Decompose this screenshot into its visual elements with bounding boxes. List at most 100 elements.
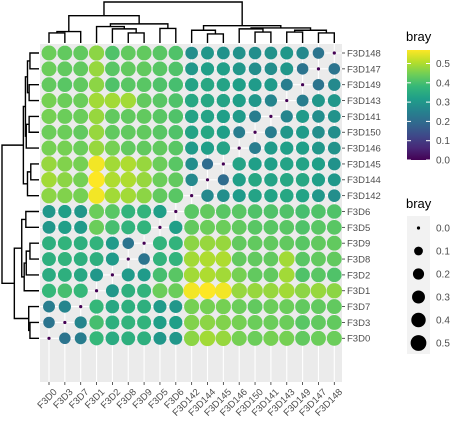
cell-F3D147-F3D2 (105, 61, 120, 77)
cell-F3D3-F3D143 (279, 314, 295, 330)
cell-F3D145-F3D149 (295, 157, 310, 171)
cell-F3D142-F3D8 (120, 187, 137, 204)
cell-F3D145-F3D3 (57, 156, 73, 172)
cell-F3D145-F3D5 (152, 156, 168, 172)
cell-F3D3-F3D2 (105, 315, 120, 330)
cell-F3D1-F3D2 (105, 284, 119, 298)
cell-F3D6-F3D144 (200, 204, 215, 219)
cell-F3D9-F3D149 (295, 235, 310, 251)
cell-F3D2-F3D9 (137, 268, 151, 282)
dendrogram-branch (254, 31, 272, 43)
cell-F3D1-F3D5 (152, 283, 168, 299)
cell-F3D1-F3D3 (57, 283, 73, 298)
cell-F3D150-F3D141 (264, 126, 277, 139)
color-legend: bray 0.0 0.1 0.2 0.3 0.4 0.5 (406, 29, 450, 167)
cell-F3D3-F3D3 (63, 320, 67, 325)
size-legend-key (414, 246, 423, 256)
size-legend: bray 0.0 0.1 0.2 0.3 0.4 0.5 (406, 196, 450, 354)
cell-F3D6-F3D146 (231, 204, 247, 219)
cell-F3D5-F3D145 (215, 219, 231, 235)
cell-F3D142-F3D142 (190, 194, 194, 198)
color-legend-label: 0.4 (436, 78, 450, 89)
cell-F3D144-F3D144 (205, 178, 210, 182)
cell-F3D0-F3D144 (199, 330, 216, 347)
cell-F3D145-F3D1 (88, 155, 105, 173)
dendrogram-branch (28, 115, 39, 133)
cell-F3D0-F3D145 (215, 330, 232, 347)
cell-F3D142-F3D145 (217, 189, 230, 202)
cell-F3D142-F3D146 (232, 189, 246, 203)
cell-F3D149-F3D147 (312, 78, 325, 91)
cell-F3D6-F3D7 (74, 205, 88, 218)
size-legend-label: 0.2 (436, 270, 450, 281)
cell-F3D148-F3D0 (41, 45, 57, 61)
cell-F3D148-F3D148 (332, 51, 336, 55)
cell-F3D8-F3D145 (215, 251, 232, 267)
y-tick-label: F3D0 (347, 334, 370, 345)
cell-F3D147-F3D147 (316, 67, 321, 71)
cell-F3D145-F3D145 (221, 162, 225, 166)
cell-F3D9-F3D142 (183, 235, 200, 251)
cell-F3D145-F3D143 (280, 157, 294, 171)
size-legend-title: bray (406, 196, 432, 211)
cell-F3D148-F3D5 (152, 45, 168, 61)
cell-F3D150-F3D8 (120, 124, 136, 140)
cell-F3D1-F3D9 (137, 283, 152, 298)
y-tick-labels: F3D148 F3D147 F3D149 F3D143 F3D141 F3D150 F3D1… (342, 48, 381, 345)
cell-F3D148-F3D150 (248, 46, 262, 60)
cell-F3D143-F3D141 (264, 94, 278, 107)
cell-F3D141-F3D145 (216, 109, 230, 124)
cell-F3D8-F3D9 (138, 253, 150, 265)
cell-F3D147-F3D149 (296, 63, 309, 75)
color-legend-label: 0.5 (436, 59, 450, 70)
cell-F3D144-F3D146 (232, 173, 246, 187)
cell-F3D143-F3D149 (296, 94, 309, 107)
cell-F3D141-F3D1 (88, 108, 105, 125)
cell-F3D1-F3D142 (183, 282, 200, 299)
cell-F3D147-F3D3 (57, 61, 73, 77)
cell-F3D9-F3D8 (122, 237, 135, 249)
cell-F3D9-F3D148 (326, 235, 342, 251)
cell-F3D148-F3D146 (232, 46, 246, 60)
cell-F3D9-F3D5 (152, 236, 167, 251)
cell-F3D145-F3D141 (264, 157, 278, 171)
dendrogram-branch (111, 28, 137, 43)
cell-F3D149-F3D146 (232, 78, 246, 92)
cell-F3D8-F3D3 (57, 252, 72, 267)
cell-F3D148-F3D3 (57, 45, 73, 61)
cell-F3D145-F3D9 (136, 156, 152, 172)
cell-F3D144-F3D5 (152, 172, 168, 188)
dendrogram-branch (238, 28, 264, 43)
cell-F3D146-F3D8 (120, 140, 136, 156)
cell-F3D146-F3D148 (327, 141, 341, 155)
cell-F3D149-F3D0 (41, 77, 57, 93)
color-legend-label: 0.3 (436, 98, 450, 109)
cell-F3D146-F3D1 (88, 140, 105, 156)
cell-F3D0-F3D2 (105, 331, 120, 346)
cell-F3D149-F3D6 (168, 77, 184, 92)
cell-F3D149-F3D5 (152, 77, 168, 92)
cell-F3D6-F3D143 (279, 204, 295, 219)
cell-F3D146-F3D7 (73, 140, 89, 156)
cell-F3D150-F3D145 (216, 125, 230, 139)
cell-F3D146-F3D9 (136, 140, 152, 156)
cell-F3D8-F3D146 (231, 251, 247, 267)
cell-F3D7-F3D2 (105, 299, 120, 314)
y-tick-label: F3D141 (347, 112, 381, 123)
cell-F3D144-F3D8 (120, 171, 137, 188)
cell-F3D146-F3D149 (295, 141, 310, 155)
cell-F3D9-F3D7 (73, 236, 88, 251)
cell-F3D141-F3D146 (232, 109, 246, 123)
cell-F3D147-F3D9 (136, 61, 152, 77)
cell-F3D9-F3D3 (57, 236, 72, 251)
cell-F3D1-F3D145 (215, 282, 232, 299)
cell-F3D5-F3D148 (326, 219, 342, 235)
cell-F3D3-F3D141 (263, 314, 279, 330)
cell-F3D6-F3D149 (295, 204, 310, 219)
cell-F3D148-F3D143 (280, 46, 294, 60)
cell-F3D146-F3D0 (41, 140, 57, 156)
cell-F3D144-F3D7 (73, 172, 89, 188)
cell-F3D147-F3D0 (41, 61, 57, 77)
cell-F3D147-F3D142 (185, 62, 199, 76)
